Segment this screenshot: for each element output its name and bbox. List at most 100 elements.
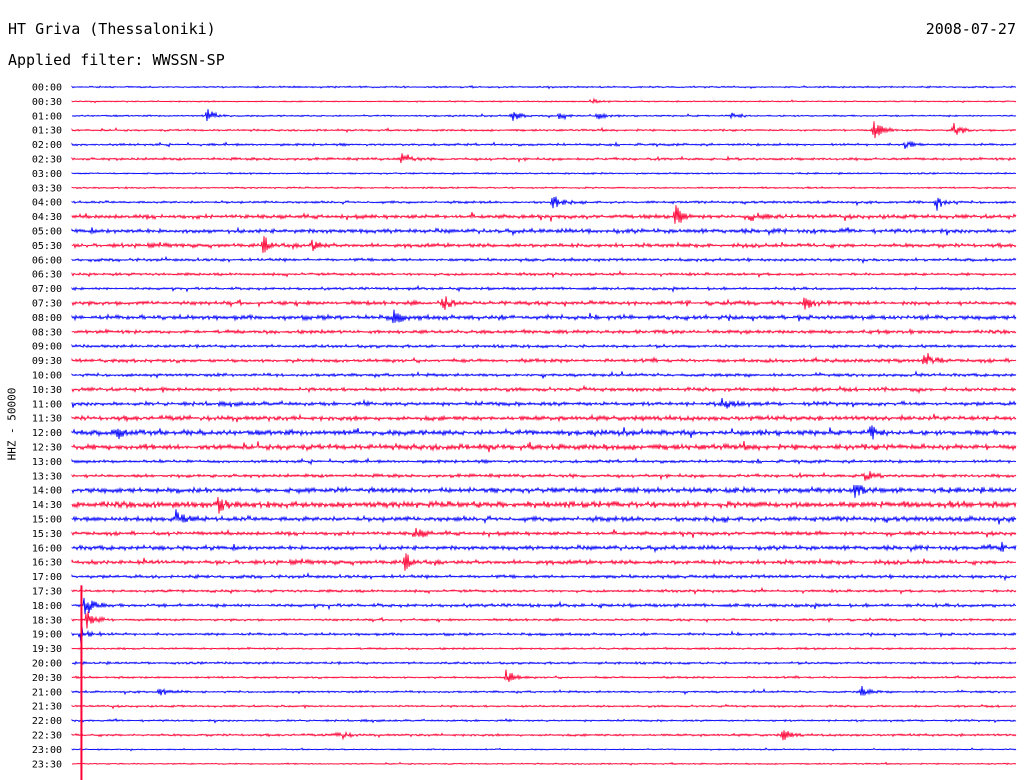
tick-label-1230: 12:30 bbox=[32, 443, 62, 454]
trace-row-1630 bbox=[71, 553, 1017, 571]
tick-label-1600: 16:00 bbox=[32, 543, 62, 554]
tick-label-1800: 18:00 bbox=[32, 601, 62, 612]
trace-row-1000 bbox=[71, 370, 1017, 379]
tick-label-0730: 07:30 bbox=[32, 299, 62, 310]
tick-label-1630: 16:30 bbox=[32, 558, 62, 569]
trace-row-2100 bbox=[71, 686, 1017, 697]
tick-label-0630: 06:30 bbox=[32, 270, 62, 281]
trace-row-2030 bbox=[71, 669, 1017, 682]
tick-label-2030: 20:30 bbox=[32, 673, 62, 684]
tick-label-1300: 13:00 bbox=[32, 457, 62, 468]
trace-row-0500 bbox=[71, 226, 1017, 237]
tick-label-1930: 19:30 bbox=[32, 644, 62, 655]
tick-label-0830: 08:30 bbox=[32, 327, 62, 338]
tick-label-2000: 20:00 bbox=[32, 659, 62, 670]
trace-row-0600 bbox=[71, 255, 1017, 265]
trace-row-0030 bbox=[71, 97, 1017, 104]
tick-label-1700: 17:00 bbox=[32, 572, 62, 583]
trace-row-0200 bbox=[71, 140, 1017, 149]
tick-label-2230: 22:30 bbox=[32, 731, 62, 742]
trace-row-1830 bbox=[71, 611, 1017, 629]
tick-label-1200: 12:00 bbox=[32, 428, 62, 439]
time-tick-labels: 00:00 00:30 01:00 01:30 02:00 02:30 03:00 03:30… bbox=[32, 83, 62, 771]
trace-row-1600 bbox=[71, 541, 1017, 554]
trace-row-0630 bbox=[71, 270, 1017, 279]
trace-row-0930 bbox=[71, 352, 1017, 365]
trace-row-2130 bbox=[71, 703, 1017, 710]
trace-row-0100 bbox=[71, 109, 1017, 122]
tick-label-0400: 04:00 bbox=[32, 198, 62, 209]
tick-label-0800: 08:00 bbox=[32, 313, 62, 324]
trace-row-0330 bbox=[71, 186, 1017, 190]
tick-label-2130: 21:30 bbox=[32, 702, 62, 713]
trace-row-1900 bbox=[71, 626, 1017, 645]
trace-row-1800 bbox=[71, 597, 1016, 615]
tick-label-0930: 09:30 bbox=[32, 356, 62, 367]
trace-row-0700 bbox=[71, 284, 1017, 294]
trace-row-2300 bbox=[71, 747, 1017, 752]
trace-row-1230 bbox=[71, 441, 1017, 453]
trace-row-0400 bbox=[71, 196, 1017, 211]
trace-row-0900 bbox=[71, 343, 1017, 350]
trace-row-1430 bbox=[71, 497, 1017, 514]
trace-row-1400 bbox=[71, 484, 1017, 498]
tick-label-0230: 02:30 bbox=[32, 155, 62, 166]
tick-label-1330: 13:30 bbox=[32, 471, 62, 482]
tick-label-2330: 23:30 bbox=[32, 759, 62, 770]
trace-row-0130 bbox=[71, 121, 1017, 139]
tick-label-2200: 22:00 bbox=[32, 716, 62, 727]
tick-label-1030: 10:30 bbox=[32, 385, 62, 396]
trace-row-1100 bbox=[71, 398, 1017, 409]
filter-label: Applied filter: WWSSN-SP bbox=[8, 51, 225, 69]
tick-label-1430: 14:30 bbox=[32, 500, 62, 511]
trace-row-1500 bbox=[71, 509, 1017, 525]
tick-label-2300: 23:00 bbox=[32, 745, 62, 756]
trace-row-0530 bbox=[71, 236, 1017, 253]
tick-label-0700: 07:00 bbox=[32, 284, 62, 295]
trace-row-0300 bbox=[71, 171, 1017, 176]
trace-row-0730 bbox=[71, 296, 1017, 310]
tick-label-0500: 05:00 bbox=[32, 227, 62, 238]
tick-label-0300: 03:00 bbox=[32, 169, 62, 180]
tick-label-1830: 18:30 bbox=[32, 615, 62, 626]
trace-row-1300 bbox=[71, 457, 1017, 466]
trace-row-0000 bbox=[71, 84, 1017, 90]
trace-row-1330 bbox=[71, 471, 1017, 481]
tick-label-1900: 19:00 bbox=[32, 630, 62, 641]
trace-row-1730 bbox=[71, 586, 1017, 596]
tick-label-1530: 15:30 bbox=[32, 529, 62, 540]
tick-label-1500: 15:00 bbox=[32, 515, 62, 526]
trace-row-2330 bbox=[71, 761, 1017, 766]
tick-label-0600: 06:00 bbox=[32, 255, 62, 266]
trace-row-1200 bbox=[71, 425, 1017, 440]
tick-label-1000: 10:00 bbox=[32, 371, 62, 382]
tick-label-1100: 11:00 bbox=[32, 399, 62, 410]
trace-row-1930 bbox=[71, 646, 1017, 651]
tick-label-0430: 04:30 bbox=[32, 212, 62, 223]
trace-row-0800 bbox=[71, 309, 1017, 324]
trace-row-0830 bbox=[71, 327, 1017, 336]
trace-row-1130 bbox=[71, 413, 1017, 423]
trace-row-1030 bbox=[71, 384, 1017, 395]
tick-label-0100: 01:00 bbox=[32, 111, 62, 122]
station-title: HT Griva (Thessaloniki) bbox=[8, 20, 216, 38]
trace-row-0430 bbox=[71, 205, 1017, 224]
tick-label-0030: 00:30 bbox=[32, 97, 62, 108]
trace-row-0230 bbox=[71, 153, 1017, 164]
trace-row-2230 bbox=[71, 730, 1017, 741]
tick-label-0000: 00:00 bbox=[32, 83, 62, 94]
trace-row-1700 bbox=[71, 572, 1017, 582]
tick-label-1130: 11:30 bbox=[32, 414, 62, 425]
record-date: 2008-07-27 bbox=[925, 20, 1016, 38]
tick-label-1730: 17:30 bbox=[32, 587, 62, 598]
trace-row-1530 bbox=[71, 527, 1017, 539]
tick-label-2100: 21:00 bbox=[32, 687, 62, 698]
tick-label-0530: 05:30 bbox=[32, 241, 62, 252]
tick-label-1400: 14:00 bbox=[32, 486, 62, 497]
tick-label-0200: 02:00 bbox=[32, 140, 62, 151]
tick-label-0130: 01:30 bbox=[32, 126, 62, 137]
seismogram-traces bbox=[71, 84, 1017, 780]
trace-row-2000 bbox=[71, 660, 1017, 666]
tick-label-0330: 03:30 bbox=[32, 183, 62, 194]
